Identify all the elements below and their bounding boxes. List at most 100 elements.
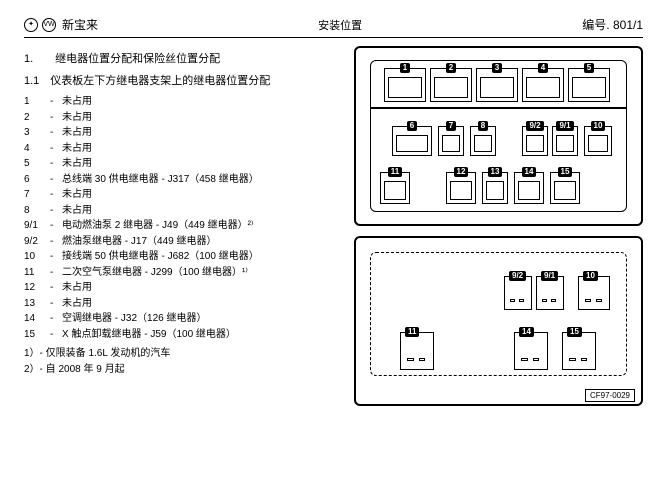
list-item: 12-未占用	[24, 280, 344, 296]
list-item-text: 未占用	[62, 110, 344, 126]
relay-label: 14	[522, 167, 537, 177]
list-item-num: 10	[24, 249, 50, 265]
faw-logo-icon: ✦	[24, 18, 38, 32]
relay-pins-icon	[486, 181, 504, 200]
left-column: 1. 继电器位置分配和保险丝位置分配 1.1 仪表板左下方继电器支架上的继电器位…	[24, 46, 344, 406]
list-item-sep: -	[50, 187, 62, 203]
relay-pins-icon	[434, 77, 468, 98]
relay-pin-icon	[533, 358, 539, 361]
list-item-text: 空调继电器 - J32（126 继电器）	[62, 311, 344, 327]
relay-slot: 9/1	[536, 276, 564, 310]
list-item-sep: -	[50, 141, 62, 157]
list-item-num: 7	[24, 187, 50, 203]
list-item-sep: -	[50, 94, 62, 110]
relay-pin-icon	[596, 299, 602, 302]
list-item-text: 未占用	[62, 296, 344, 312]
relay-pins-icon	[554, 181, 576, 200]
list-item: 3-未占用	[24, 125, 344, 141]
relay-slot: 15	[550, 172, 580, 204]
list-item-text: 未占用	[62, 141, 344, 157]
relay-slot: 9/1	[552, 126, 578, 156]
list-item-sep: -	[50, 280, 62, 296]
relay-pins-icon	[526, 135, 544, 152]
relay-label: 10	[591, 121, 606, 131]
section-1-title: 1. 继电器位置分配和保险丝位置分配	[24, 50, 344, 66]
content: 1. 继电器位置分配和保险丝位置分配 1.1 仪表板左下方继电器支架上的继电器位…	[24, 46, 643, 406]
list-item-text: 总线端 30 供电继电器 - J317（458 继电器）	[62, 172, 344, 188]
page: ✦ VW 新宝来 安装位置 编号. 801/1 1. 继电器位置分配和保险丝位置…	[0, 0, 667, 422]
diagram-panel-1-inner: 123456789/29/1101112131415	[364, 56, 633, 216]
relay-label: 4	[538, 63, 548, 73]
list-item-text: 未占用	[62, 280, 344, 296]
list-item-text: 未占用	[62, 94, 344, 110]
relay-label: 14	[519, 327, 534, 337]
list-item-sep: -	[50, 249, 62, 265]
relay-label: 15	[567, 327, 582, 337]
relay-pins-icon	[396, 135, 428, 152]
list-item: 7-未占用	[24, 187, 344, 203]
list-item-sep: -	[50, 218, 62, 234]
relay-pin-icon	[569, 358, 575, 361]
diagram-panel-1: 123456789/29/1101112131415	[354, 46, 643, 226]
relay-pins-icon	[526, 77, 560, 98]
list-item-text: 电动燃油泵 2 继电器 - J49（449 继电器）²⁾	[62, 218, 344, 234]
list-item-sep: -	[50, 156, 62, 172]
list-item-sep: -	[50, 265, 62, 281]
relay-slot: 4	[522, 68, 564, 102]
list-item-sep: -	[50, 172, 62, 188]
footnote: 2）- 自 2008 年 9 月起	[24, 362, 344, 378]
list-item-num: 9/1	[24, 218, 50, 234]
list-item-sep: -	[50, 327, 62, 343]
relay-slot: 13	[482, 172, 508, 204]
relay-slot: 11	[380, 172, 410, 204]
relay-slot: 10	[584, 126, 612, 156]
relay-pins-icon	[518, 181, 540, 200]
relay-label: 1	[400, 63, 410, 73]
relay-slot: 11	[400, 332, 434, 370]
list-item: 10-接线端 50 供电继电器 - J682（100 继电器）	[24, 249, 344, 265]
relay-label: 9/2	[526, 121, 543, 131]
relay-label: 7	[446, 121, 456, 131]
list-item-text: 未占用	[62, 156, 344, 172]
list-item-num: 2	[24, 110, 50, 126]
figure-reference: CF97-0029	[585, 389, 635, 402]
list-item: 9/2-燃油泵继电器 - J17（449 继电器）	[24, 234, 344, 250]
relay-slot: 12	[446, 172, 476, 204]
list-item-num: 5	[24, 156, 50, 172]
relay-pin-icon	[581, 358, 587, 361]
page-header: ✦ VW 新宝来 安装位置 编号. 801/1	[24, 16, 643, 38]
list-item-sep: -	[50, 234, 62, 250]
list-item: 9/1-电动燃油泵 2 继电器 - J49（449 继电器）²⁾	[24, 218, 344, 234]
relay-label: 9/1	[541, 271, 558, 281]
vw-logo-icon: VW	[42, 18, 56, 32]
list-item-num: 12	[24, 280, 50, 296]
list-item: 14-空调继电器 - J32（126 继电器）	[24, 311, 344, 327]
relay-label: 9/1	[556, 121, 573, 131]
list-item-text: 未占用	[62, 187, 344, 203]
list-item-num: 1	[24, 94, 50, 110]
relay-label: 12	[454, 167, 469, 177]
relay-pins-icon	[556, 135, 574, 152]
list-item-sep: -	[50, 125, 62, 141]
relay-pin-icon	[519, 299, 524, 302]
relay-pin-icon	[551, 299, 556, 302]
list-item-num: 8	[24, 203, 50, 219]
relay-slot: 5	[568, 68, 610, 102]
list-item-text: 接线端 50 供电继电器 - J682（100 继电器）	[62, 249, 344, 265]
diagram-panel-2: 9/29/110111415 CF97-0029	[354, 236, 643, 406]
list-item-text: 二次空气泵继电器 - J299（100 继电器）¹⁾	[62, 265, 344, 281]
footnote: 1）- 仅限装备 1.6L 发动机的汽车	[24, 346, 344, 362]
relay-slot: 2	[430, 68, 472, 102]
relay-label: 10	[583, 271, 598, 281]
list-item-num: 3	[24, 125, 50, 141]
relay-label: 13	[488, 167, 503, 177]
list-item-text: X 触点卸载继电器 - J59（100 继电器）	[62, 327, 344, 343]
relay-slot: 14	[514, 332, 548, 370]
footnotes: 1）- 仅限装备 1.6L 发动机的汽车2）- 自 2008 年 9 月起	[24, 346, 344, 377]
relay-slot: 8	[470, 126, 496, 156]
list-item: 4-未占用	[24, 141, 344, 157]
list-item-sep: -	[50, 110, 62, 126]
list-item-sep: -	[50, 203, 62, 219]
list-item-num: 6	[24, 172, 50, 188]
list-item: 13-未占用	[24, 296, 344, 312]
